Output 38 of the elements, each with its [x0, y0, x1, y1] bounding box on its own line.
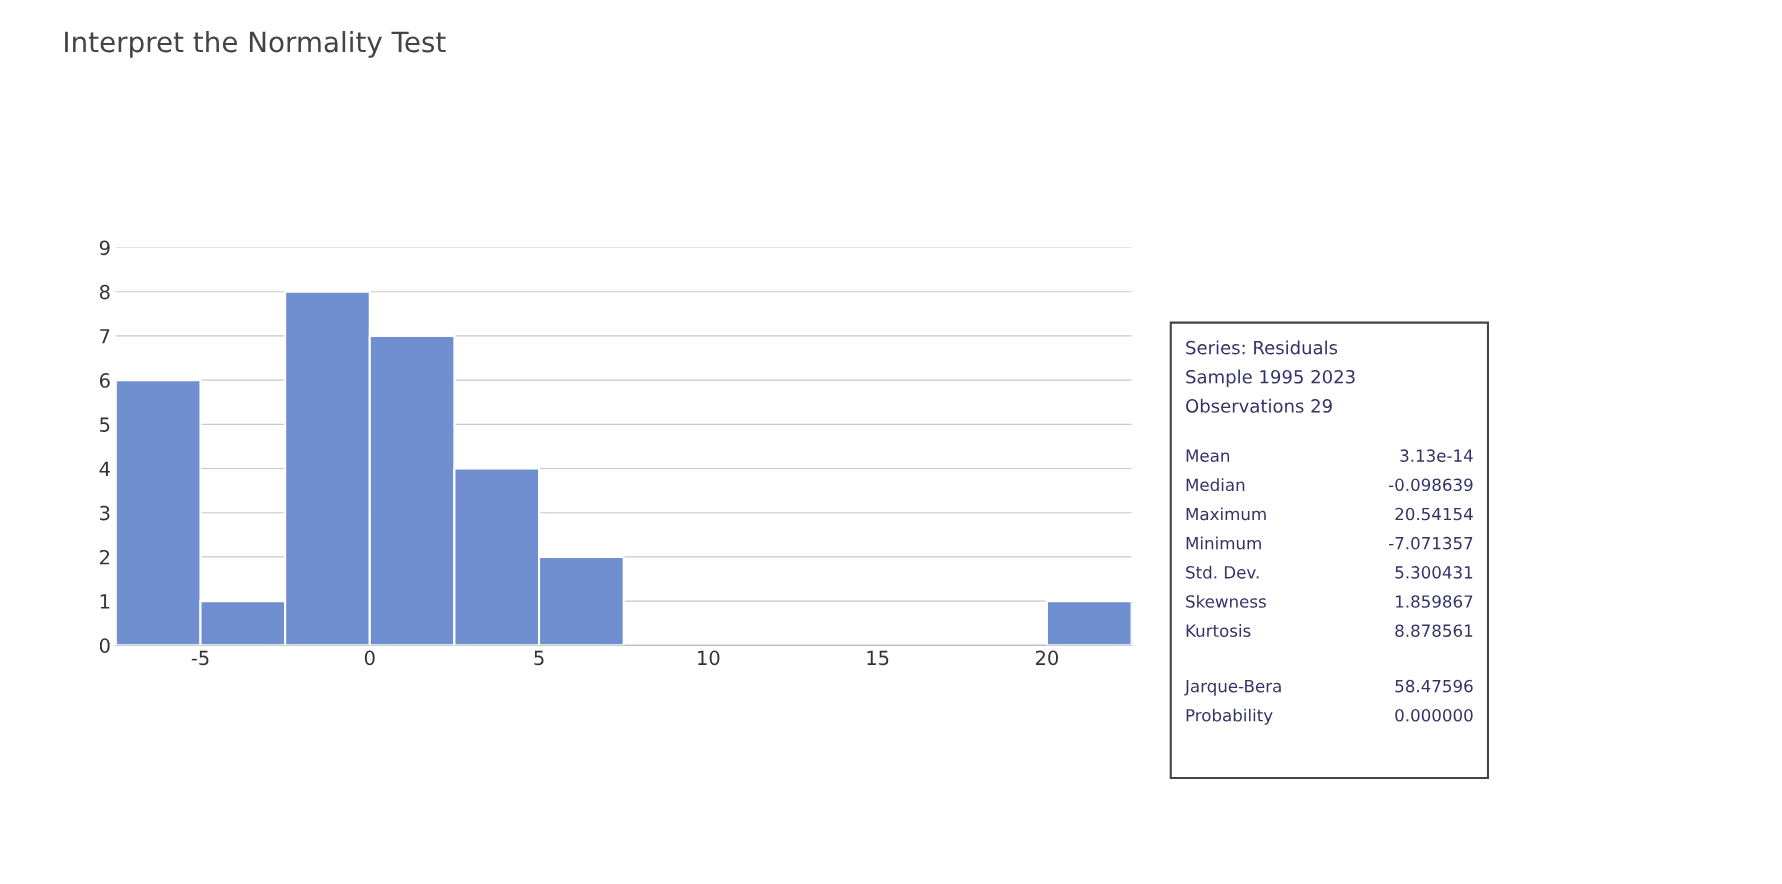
- x-tick-label: 15: [867, 650, 889, 666]
- text: 3.13e-14: [1400, 449, 1473, 462]
- x-tick-label: 10: [698, 650, 720, 666]
- x-tick-label: -5: [191, 650, 209, 666]
- text: Skewness: [1186, 594, 1266, 608]
- text: Minimum: [1186, 536, 1261, 550]
- y-tick-label: 2: [100, 549, 110, 565]
- y-tick-label: 9: [99, 240, 110, 256]
- text: Kurtosis: [1186, 624, 1251, 637]
- x-tick-label: 5: [534, 650, 544, 666]
- text: 8.878561: [1395, 624, 1473, 637]
- text: Maximum: [1186, 507, 1266, 521]
- y-tick-label: 6: [99, 373, 110, 388]
- y-tick-label: 5: [100, 417, 110, 432]
- text: Probability: [1186, 708, 1273, 725]
- text: 58.47596: [1395, 679, 1473, 693]
- y-tick-label: 7: [100, 329, 110, 344]
- text: Sample 1995 2023: [1186, 369, 1355, 388]
- y-tick-label: 1: [100, 594, 110, 609]
- text: 1.859867: [1396, 595, 1473, 608]
- text: Median: [1186, 478, 1245, 492]
- y-tick-label: 0: [99, 638, 110, 653]
- text: 0.000000: [1395, 708, 1473, 722]
- text: Mean: [1186, 449, 1230, 462]
- text: Series: Residuals: [1186, 340, 1338, 355]
- text: 20.54154: [1395, 507, 1473, 521]
- text: -0.098639: [1388, 478, 1473, 492]
- text: Observations 29: [1186, 398, 1332, 413]
- text: -7.071357: [1388, 536, 1473, 550]
- y-tick-label: 4: [99, 461, 110, 476]
- chart-title: Interpret the Normality Test: [65, 30, 446, 58]
- text: 5.300431: [1395, 566, 1473, 579]
- x-tick-label: 0: [364, 650, 375, 666]
- text: Std. Dev.: [1186, 565, 1259, 579]
- x-tick-label: 20: [1035, 650, 1058, 666]
- y-tick-label: 8: [99, 284, 110, 300]
- y-tick-label: 3: [100, 505, 110, 521]
- text: Jarque-Bera: [1184, 680, 1281, 696]
